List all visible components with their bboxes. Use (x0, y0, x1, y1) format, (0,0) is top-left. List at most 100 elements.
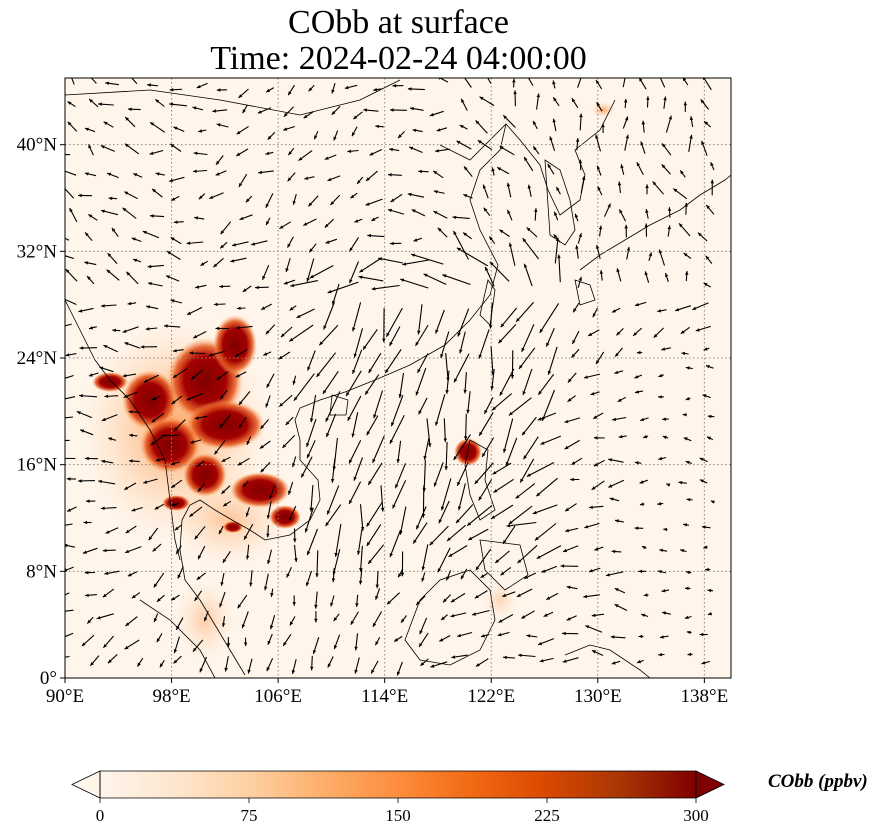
wind-vector (101, 414, 118, 422)
wind-vector (499, 368, 515, 397)
wind-vector (622, 116, 629, 129)
wind-vector (546, 592, 559, 601)
wind-vector (583, 594, 600, 599)
hotspot-cambodia-south (269, 505, 301, 529)
wind-vector (618, 209, 627, 222)
wind-vector (153, 613, 159, 623)
wind-vector (265, 193, 274, 208)
wind-vector (358, 568, 363, 585)
wind-vector (415, 506, 427, 530)
wind-vector (462, 232, 472, 240)
wind-vector (562, 631, 579, 636)
wind-vector (270, 588, 274, 597)
wind-vector (292, 194, 297, 205)
wind-vector (102, 548, 116, 553)
wind-vector (172, 349, 184, 353)
wind-vector (624, 224, 628, 238)
wind-vector (553, 211, 559, 221)
wind-vector (555, 186, 561, 195)
coastline-new-guinea (564, 644, 651, 678)
wind-vector (105, 81, 119, 86)
wind-vector (646, 96, 650, 108)
wind-vector (219, 389, 228, 400)
wind-vector (384, 348, 402, 374)
wind-vector (699, 632, 708, 637)
wind-vector (515, 483, 536, 499)
coastline-mindanao (479, 539, 529, 591)
wind-vector (705, 204, 715, 215)
wind-vector (348, 440, 362, 464)
wind-vector (280, 326, 293, 338)
wind-vector (147, 83, 158, 87)
wind-vector (104, 570, 120, 575)
wind-vector (267, 633, 273, 646)
wind-vector (65, 439, 70, 442)
wind-vector (512, 78, 516, 88)
wind-vector (260, 461, 271, 473)
colorbar-extend-high (695, 770, 725, 799)
wind-vector (707, 588, 714, 593)
wind-vector (415, 367, 427, 396)
wind-vector (127, 107, 141, 111)
wind-vector (710, 179, 714, 196)
wind-vector (300, 456, 313, 478)
wind-vector (314, 591, 318, 609)
wind-vector (480, 633, 490, 638)
wind-vector (595, 244, 601, 260)
wind-vector (123, 482, 137, 491)
wind-vector (353, 328, 364, 358)
wind-vector (236, 306, 246, 310)
wind-vector (695, 325, 711, 332)
wind-vector (215, 155, 224, 166)
wind-vector (80, 429, 94, 436)
wind-vector (292, 375, 297, 385)
wind-vector (186, 392, 204, 401)
wind-vector (478, 329, 490, 359)
wind-vector (571, 330, 580, 345)
wind-vector (213, 257, 224, 268)
wind-vector (684, 202, 688, 215)
wind-vector (547, 346, 558, 375)
wind-vector (285, 257, 291, 273)
wind-vector (678, 222, 691, 237)
wind-vector (487, 78, 492, 84)
wind-vector (221, 616, 226, 627)
wind-vector (153, 572, 165, 588)
wind-vector (198, 129, 207, 133)
wind-vector (599, 270, 604, 281)
wind-vector (265, 324, 276, 335)
wind-vector (242, 480, 249, 488)
wind-vector (347, 395, 362, 422)
wind-vector (175, 545, 182, 555)
wind-vector (306, 440, 316, 459)
wind-vector (435, 148, 450, 153)
wind-vector (365, 198, 383, 206)
wind-vector (189, 506, 203, 518)
wind-vector (710, 161, 715, 171)
wind-vector (543, 611, 554, 618)
hotspot-korea (591, 102, 615, 118)
wind-vector (258, 170, 274, 174)
wind-vector (239, 214, 253, 221)
wind-vector (515, 301, 535, 323)
wind-vector (367, 544, 385, 565)
wind-vector (456, 247, 488, 267)
wind-vector (366, 501, 383, 527)
wind-vector (351, 412, 359, 438)
wind-vector (466, 504, 493, 527)
wind-vector (298, 150, 313, 162)
title-line-1: CObb at surface (288, 4, 509, 41)
wind-vector (266, 501, 272, 520)
wind-vector (596, 165, 602, 176)
wind-vector (65, 566, 74, 572)
wind-vector (636, 162, 644, 175)
wind-vector (189, 351, 206, 355)
hotspot-myanmar (122, 370, 178, 430)
wind-vector (265, 395, 271, 408)
hotspot-myanmar-west (92, 372, 128, 392)
wind-vector (306, 258, 315, 282)
wind-vector (491, 393, 512, 411)
wind-vector (208, 350, 225, 357)
wind-vector (83, 520, 92, 525)
wind-vector (173, 220, 184, 224)
